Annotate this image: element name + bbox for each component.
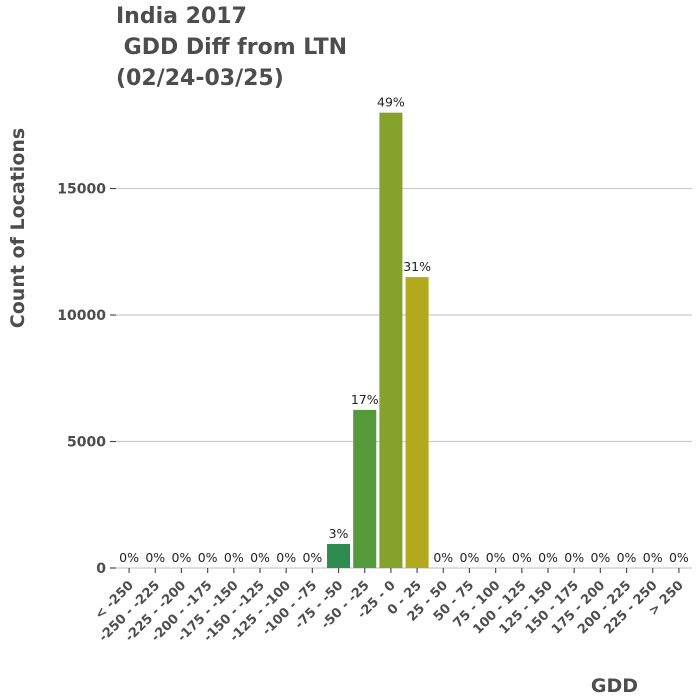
chart-title-line-1: India 2017 — [116, 4, 247, 29]
data-label: 0% — [250, 550, 270, 565]
data-label: 31% — [403, 259, 431, 274]
data-label: 0% — [564, 550, 584, 565]
bar — [405, 277, 429, 568]
data-label: 0% — [433, 550, 453, 565]
data-label: 0% — [590, 550, 610, 565]
data-label: 0% — [119, 550, 139, 565]
data-label: 0% — [172, 550, 192, 565]
x-axis-title: GDD — [591, 675, 638, 697]
data-label: 17% — [351, 392, 379, 407]
chart-title-line-3: (02/24-03/25) — [116, 66, 284, 91]
data-label: 0% — [617, 550, 637, 565]
data-label: 0% — [669, 550, 689, 565]
data-label: 0% — [538, 550, 558, 565]
y-tick-label: 5000 — [67, 435, 106, 451]
y-axis-title: Count of Locations — [7, 128, 29, 328]
data-label: 0% — [224, 550, 244, 565]
data-label: 0% — [643, 550, 663, 565]
y-tick-label: 10000 — [57, 308, 106, 324]
data-label: 0% — [512, 550, 532, 565]
y-tick-label: 15000 — [57, 182, 106, 198]
data-label: 0% — [486, 550, 506, 565]
y-tick-label: 0 — [96, 561, 106, 577]
data-label: 0% — [276, 550, 296, 565]
data-label: 3% — [329, 526, 349, 541]
bar — [353, 409, 377, 568]
bar — [327, 543, 351, 568]
data-label: 0% — [302, 550, 322, 565]
data-label: 0% — [145, 550, 165, 565]
data-label: 0% — [198, 550, 218, 565]
data-label: 49% — [377, 95, 405, 110]
chart-title-line-2: GDD Diff from LTN — [116, 35, 348, 60]
data-label: 0% — [460, 550, 480, 565]
bar — [379, 112, 403, 568]
